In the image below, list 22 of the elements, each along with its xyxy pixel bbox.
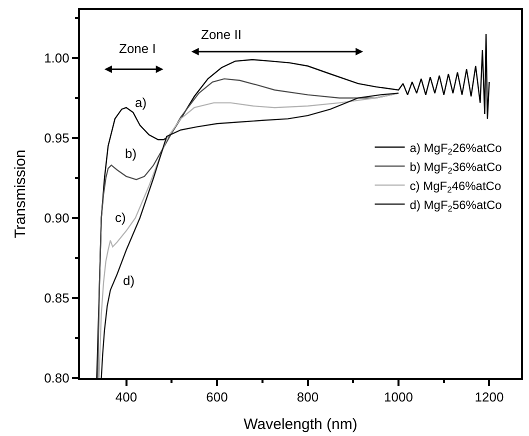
legend-label: d) MgF$_{2}$56%atCo bbox=[410, 198, 502, 214]
y-tick-label: 1.00 bbox=[44, 50, 70, 66]
legend-label: a) MgF$_{2}$26%atCo bbox=[410, 140, 502, 156]
x-tick-label: 600 bbox=[206, 390, 228, 405]
annotation: d) bbox=[123, 273, 135, 288]
y-tick-label: 0.95 bbox=[44, 130, 70, 146]
annotation: Zone II bbox=[201, 27, 242, 42]
annotation: Zone I bbox=[119, 41, 156, 56]
annotation: a) bbox=[135, 95, 147, 110]
legend-label: c) MgF$_{2}$46%atCo bbox=[410, 178, 502, 194]
x-tick-label: 400 bbox=[115, 390, 138, 405]
x-axis-title: Wavelength (nm) bbox=[244, 416, 358, 434]
annotation: c) bbox=[115, 210, 126, 225]
annotation: b) bbox=[125, 146, 137, 161]
x-tick-label: 1200 bbox=[474, 390, 504, 405]
y-tick-label: 0.90 bbox=[44, 210, 70, 226]
y-tick-label: 0.85 bbox=[44, 290, 70, 306]
x-tick-label: 1000 bbox=[384, 390, 413, 405]
y-tick-label: 0.80 bbox=[44, 370, 70, 386]
y-axis-title: Transmission bbox=[12, 150, 29, 238]
x-tick-label: 800 bbox=[296, 390, 319, 405]
legend-label: b) MgF$_{2}$36%atCo bbox=[410, 160, 502, 176]
